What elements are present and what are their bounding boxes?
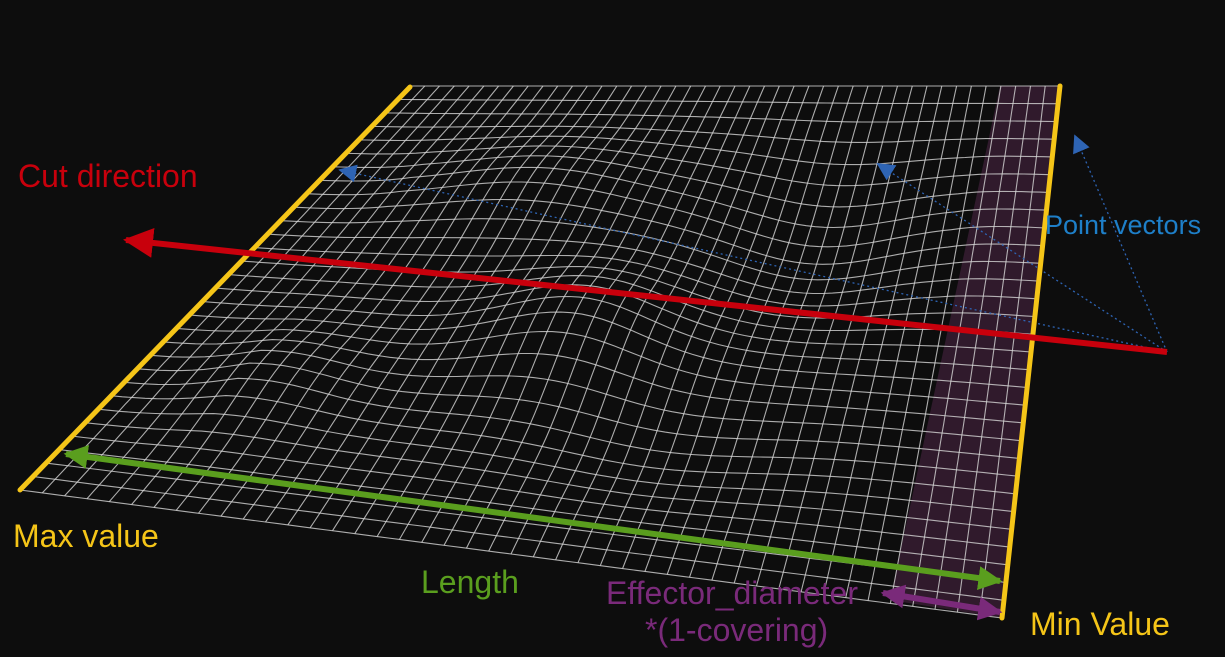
mesh-line-crosswise <box>188 311 1028 389</box>
mesh-line-crosswise <box>305 181 1045 248</box>
mesh-line-crosswise <box>370 125 1055 143</box>
mesh-line-lengthwise <box>265 85 573 523</box>
max-value-label: Max value <box>13 518 159 554</box>
mesh-line-crosswise <box>201 295 1030 371</box>
length-arrow <box>63 445 1003 590</box>
mesh-line-crosswise <box>292 198 1043 265</box>
mesh-line-crosswise <box>331 155 1049 208</box>
mesh-line-lengthwise <box>242 85 559 520</box>
mesh-line-crosswise <box>149 349 1022 442</box>
mesh-line-lengthwise <box>131 85 485 505</box>
effector-diameter-arrow <box>880 584 1003 621</box>
mesh-line-crosswise <box>318 166 1047 229</box>
effector-diameter-label: Effector_diameter <box>606 575 858 611</box>
mesh-line-crosswise <box>383 112 1057 123</box>
max-value-boundary <box>17 84 413 493</box>
mesh-line-lengthwise <box>108 85 470 502</box>
min-value-boundary <box>999 83 1063 621</box>
mesh-line-lengthwise <box>198 85 529 514</box>
mesh-line-crosswise <box>266 233 1039 295</box>
mesh-line-crosswise <box>279 218 1041 281</box>
point-vectors-label: Point vectors <box>1045 210 1202 240</box>
length-label: Length <box>421 564 519 600</box>
cut-direction-label: Cut direction <box>18 158 198 194</box>
mesh-line-crosswise <box>136 362 1020 459</box>
mesh-line-crosswise <box>227 273 1033 335</box>
effector-covering-label: *(1-covering) <box>645 612 829 648</box>
mesh-line-crosswise <box>175 327 1026 406</box>
mesh-line-crosswise <box>357 135 1053 166</box>
mesh-line-lengthwise <box>354 85 633 534</box>
mesh-line-crosswise <box>397 98 1059 105</box>
mesh-line-crosswise <box>253 247 1037 307</box>
mesh-line-crosswise <box>240 260 1035 319</box>
cut-direction-arrow <box>123 227 1168 355</box>
mesh-line-lengthwise <box>443 85 692 546</box>
min-value-label: Min Value <box>1030 606 1170 642</box>
point-vector-1 <box>338 164 1168 353</box>
mesh-line-lengthwise <box>755 85 899 587</box>
mesh-line-crosswise <box>344 145 1051 187</box>
point-vectors <box>338 134 1168 353</box>
point-vector-3 <box>1073 134 1168 353</box>
mesh-line-lengthwise <box>465 85 706 549</box>
mesh-line-crosswise <box>162 339 1024 424</box>
